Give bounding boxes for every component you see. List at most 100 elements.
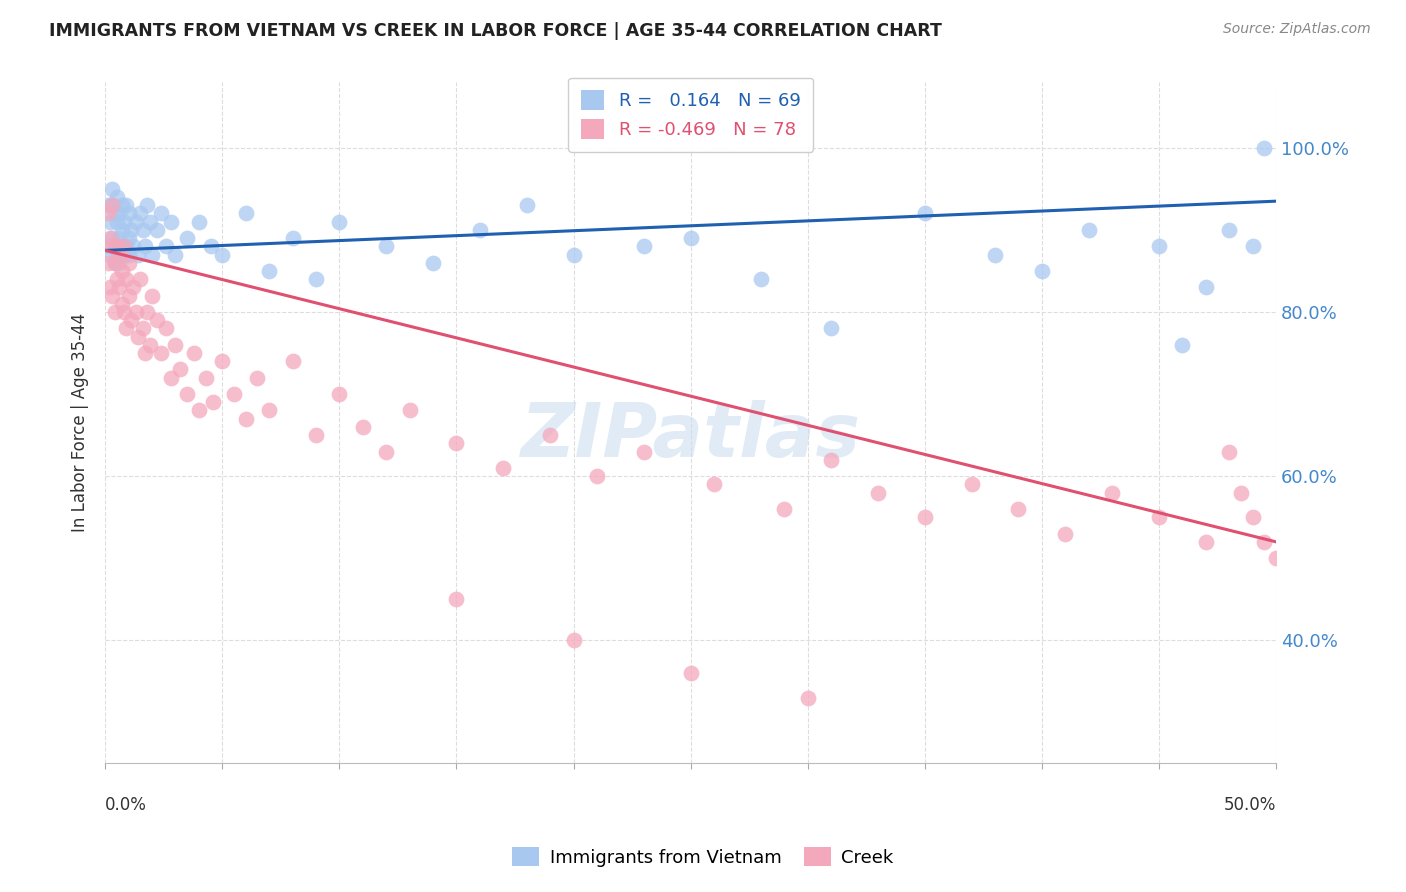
Point — [201, 395, 224, 409]
Point — [1031, 264, 1053, 278]
Point — [257, 403, 280, 417]
Point — [679, 666, 702, 681]
Point — [101, 288, 124, 302]
Point — [138, 338, 160, 352]
Point — [446, 592, 468, 607]
Point — [159, 370, 181, 384]
Point — [117, 256, 139, 270]
Point — [183, 346, 205, 360]
Point — [960, 477, 983, 491]
Point — [108, 247, 131, 261]
Point — [105, 190, 128, 204]
Point — [1241, 510, 1264, 524]
Point — [112, 215, 135, 229]
Point — [155, 321, 177, 335]
Point — [914, 206, 936, 220]
Point — [101, 231, 124, 245]
Point — [101, 198, 124, 212]
Point — [914, 510, 936, 524]
Point — [134, 346, 156, 360]
Point — [446, 436, 468, 450]
Point — [1147, 239, 1170, 253]
Point — [1265, 551, 1288, 566]
Point — [222, 387, 245, 401]
Point — [145, 313, 167, 327]
Point — [120, 223, 142, 237]
Point — [124, 305, 146, 319]
Point — [103, 256, 125, 270]
Point — [211, 247, 233, 261]
Text: 50.0%: 50.0% — [1223, 797, 1277, 814]
Point — [1077, 223, 1099, 237]
Point — [468, 223, 491, 237]
Point — [108, 206, 131, 220]
Point — [136, 305, 159, 319]
Point — [129, 206, 152, 220]
Point — [98, 280, 121, 294]
Point — [120, 313, 142, 327]
Point — [127, 247, 149, 261]
Point — [187, 403, 209, 417]
Point — [112, 305, 135, 319]
Text: ZIPatlas: ZIPatlas — [520, 400, 860, 473]
Point — [101, 239, 124, 253]
Point — [105, 247, 128, 261]
Point — [98, 247, 121, 261]
Point — [115, 198, 138, 212]
Legend: R =   0.164   N = 69, R = -0.469   N = 78: R = 0.164 N = 69, R = -0.469 N = 78 — [568, 78, 813, 152]
Point — [328, 387, 350, 401]
Point — [1253, 534, 1275, 549]
Point — [165, 247, 187, 261]
Point — [633, 444, 655, 458]
Point — [96, 206, 118, 220]
Point — [749, 272, 772, 286]
Point — [110, 223, 132, 237]
Point — [281, 354, 304, 368]
Point — [122, 239, 145, 253]
Point — [820, 321, 842, 335]
Point — [117, 231, 139, 245]
Point — [492, 461, 515, 475]
Point — [150, 346, 173, 360]
Point — [176, 387, 198, 401]
Y-axis label: In Labor Force | Age 35-44: In Labor Force | Age 35-44 — [72, 313, 89, 533]
Point — [328, 215, 350, 229]
Point — [115, 321, 138, 335]
Point — [98, 231, 121, 245]
Point — [141, 247, 163, 261]
Point — [138, 215, 160, 229]
Point — [246, 370, 269, 384]
Point — [103, 256, 125, 270]
Point — [1007, 502, 1029, 516]
Point — [1218, 444, 1240, 458]
Point — [1195, 534, 1218, 549]
Point — [101, 182, 124, 196]
Point — [633, 239, 655, 253]
Point — [679, 231, 702, 245]
Point — [169, 362, 191, 376]
Point — [117, 288, 139, 302]
Point — [281, 231, 304, 245]
Point — [1195, 280, 1218, 294]
Text: 0.0%: 0.0% — [105, 797, 148, 814]
Point — [820, 452, 842, 467]
Point — [562, 247, 585, 261]
Point — [112, 247, 135, 261]
Point — [131, 223, 153, 237]
Point — [105, 272, 128, 286]
Point — [305, 272, 328, 286]
Point — [117, 206, 139, 220]
Point — [211, 354, 233, 368]
Point — [124, 215, 146, 229]
Point — [159, 215, 181, 229]
Point — [352, 420, 374, 434]
Point — [103, 305, 125, 319]
Point — [96, 198, 118, 212]
Point — [1054, 526, 1077, 541]
Point — [165, 338, 187, 352]
Text: IMMIGRANTS FROM VIETNAM VS CREEK IN LABOR FORCE | AGE 35-44 CORRELATION CHART: IMMIGRANTS FROM VIETNAM VS CREEK IN LABO… — [49, 22, 942, 40]
Point — [235, 206, 257, 220]
Point — [145, 223, 167, 237]
Point — [141, 288, 163, 302]
Point — [108, 231, 131, 245]
